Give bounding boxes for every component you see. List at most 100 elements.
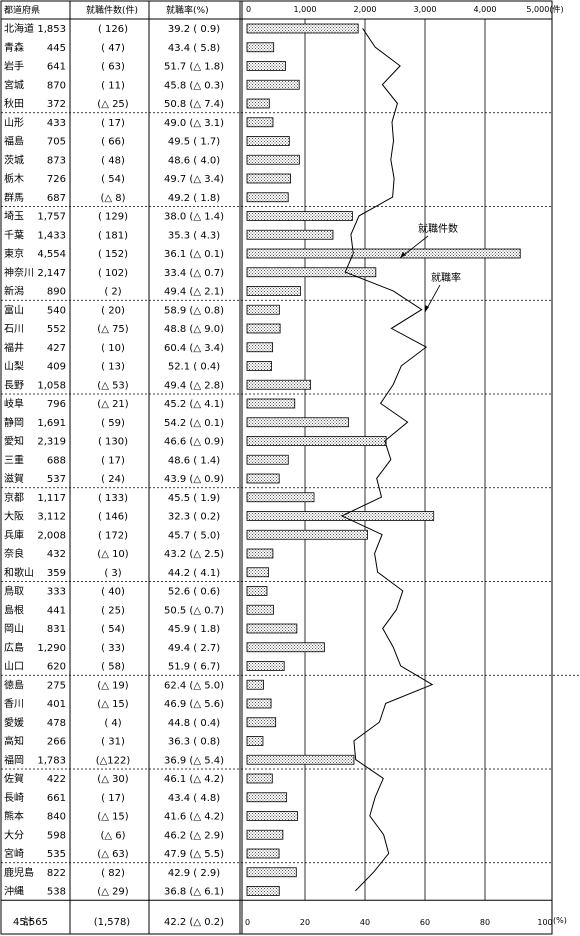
placement-change: (△ 6) <box>100 830 125 841</box>
placement-rate: 58.9 (△ 0.8) <box>164 305 224 316</box>
bottom-axis-tick: 60 <box>420 918 430 927</box>
table-row: 大阪 3,112 ( 146) 32.3 ( 0.2) <box>4 510 220 523</box>
prefecture-name: 山形 <box>4 117 24 129</box>
table-row: 奈良 432 (△ 10) 43.2 (△ 2.5) <box>4 547 224 560</box>
placement-bar <box>246 548 274 559</box>
table-row: 徳島 275 (△ 19) 62.4 (△ 5.0) <box>4 678 224 691</box>
total-rate: 42.2 (△ 0.2) <box>164 917 224 928</box>
top-axis-tick: 1,000 <box>294 5 317 14</box>
table-row: 滋賀 537 ( 24) 43.9 (△ 0.9) <box>4 472 224 485</box>
placement-bar <box>246 61 286 71</box>
placement-count: 870 <box>47 80 66 91</box>
placement-bar <box>246 286 301 296</box>
prefecture-name: 滋賀 <box>4 472 24 485</box>
placement-rate: 39.2 ( 0.9) <box>168 24 220 35</box>
placement-count: 840 <box>47 812 66 823</box>
placement-count: 275 <box>47 680 66 691</box>
placement-rate: 43.4 ( 4.8) <box>168 793 220 804</box>
prefecture-name: 大分 <box>4 828 24 841</box>
placement-count: 1,058 <box>37 380 66 391</box>
placement-change: ( 129) <box>98 212 128 223</box>
placement-count: 401 <box>47 699 66 710</box>
placement-rate: 44.2 ( 4.1) <box>168 568 220 579</box>
placement-bar <box>246 886 280 896</box>
placement-count: 445 <box>47 43 66 54</box>
prefecture-name: 奈良 <box>4 547 24 560</box>
total-placements: 45,565 <box>13 917 48 928</box>
prefecture-name: 新潟 <box>4 285 24 298</box>
table-row: 鹿児島 822 ( 82) 42.9 ( 2.9) <box>4 866 220 879</box>
placement-change: (△ 25) <box>97 99 128 110</box>
prefecture-name: 北海道 <box>4 22 34 35</box>
table-row: 三重 688 ( 17) 48.6 ( 1.4) <box>4 453 220 466</box>
placement-change: ( 33) <box>101 643 125 654</box>
placement-bar <box>246 811 298 821</box>
rate-line <box>340 28 434 892</box>
placement-count: 333 <box>47 587 66 598</box>
placement-change: ( 82) <box>101 868 125 879</box>
placement-count: 432 <box>47 549 66 560</box>
placement-change: ( 17) <box>101 455 125 466</box>
total-label: 計 <box>23 915 33 928</box>
placement-change: ( 58) <box>101 662 125 673</box>
placement-bar <box>246 698 272 709</box>
placement-count: 266 <box>47 737 66 748</box>
placement-change: (△ 10) <box>97 549 128 560</box>
placement-bar <box>246 42 275 53</box>
table-row: 高知 266 ( 31) 36.3 ( 0.8) <box>4 735 220 748</box>
bottom-axis-tick: 0 <box>245 918 250 927</box>
placement-bar <box>246 829 284 840</box>
placement-change: ( 13) <box>101 362 125 373</box>
placements-annotation: 就職件数 <box>418 222 458 235</box>
placement-rate: 36.8 (△ 6.1) <box>164 887 224 898</box>
table-row: 香川 401 (△ 15) 46.9 (△ 5.6) <box>4 698 224 710</box>
prefecture-name: 香川 <box>4 698 24 710</box>
placement-rate: 46.6 (△ 0.9) <box>164 437 224 448</box>
table-row: 千葉 1,433 ( 181) 35.3 ( 4.3) <box>4 228 220 241</box>
placement-change: (△ 29) <box>97 887 128 898</box>
prefecture-name: 京都 <box>4 491 24 504</box>
table-row: 新潟 890 ( 2) 49.4 (△ 2.1) <box>4 285 224 298</box>
prefecture-name: 島根 <box>4 603 24 616</box>
prefecture-name: 和歌山 <box>4 566 34 579</box>
placement-change: ( 20) <box>101 305 125 316</box>
placement-rate: 49.4 ( 2.7) <box>168 643 220 654</box>
placement-rate: 36.9 (△ 5.4) <box>164 755 224 766</box>
placement-rate: 44.8 ( 0.4) <box>168 718 220 729</box>
prefecture-name: 宮崎 <box>4 847 24 860</box>
prefecture-name: 徳島 <box>4 678 24 691</box>
bottom-axis-tick: 20 <box>300 918 310 927</box>
prefecture-name: 福岡 <box>4 753 24 766</box>
placement-bar <box>246 229 334 240</box>
placement-change: ( 11) <box>101 80 125 91</box>
placement-rate: 32.3 ( 0.2) <box>168 512 220 523</box>
placement-change: (△ 15) <box>97 812 128 823</box>
placement-change: ( 130) <box>98 437 128 448</box>
placement-rate: 49.5 ( 1.7) <box>168 137 220 148</box>
placement-rate: 52.1 ( 0.4) <box>168 362 220 373</box>
placement-bar <box>246 417 349 428</box>
placement-change: ( 48) <box>101 155 125 166</box>
table-row: 愛知 2,319 ( 130) 46.6 (△ 0.9) <box>4 435 224 448</box>
placement-rate: 46.2 (△ 2.9) <box>164 830 224 841</box>
placement-count: 688 <box>47 455 66 466</box>
placement-rate: 36.1 (△ 0.1) <box>164 249 224 260</box>
prefecture-name: 鹿児島 <box>4 866 34 879</box>
placement-count: 433 <box>47 118 66 129</box>
placement-bar <box>246 473 280 484</box>
prefecture-name: 沖縄 <box>4 885 24 898</box>
placement-count: 409 <box>47 362 66 373</box>
placement-rate: 42.9 ( 2.9) <box>168 868 220 879</box>
placement-change: (△ 53) <box>97 380 128 391</box>
placement-rate: 45.8 (△ 0.3) <box>164 80 224 91</box>
placement-rate: 41.6 (△ 4.2) <box>164 812 224 823</box>
table-row: 岩手 641 ( 63) 51.7 (△ 1.8) <box>4 60 224 73</box>
placement-count: 540 <box>47 305 66 316</box>
placement-bar <box>246 792 288 803</box>
table-border <box>0 0 553 935</box>
header-rate: 就職率(%) <box>166 4 209 16</box>
table-row: 埼玉 1,757 ( 129) 38.0 (△ 1.4) <box>4 210 224 223</box>
placement-rate: 50.5 (△ 0.7) <box>164 605 224 616</box>
placement-change: (△ 15) <box>97 699 128 710</box>
